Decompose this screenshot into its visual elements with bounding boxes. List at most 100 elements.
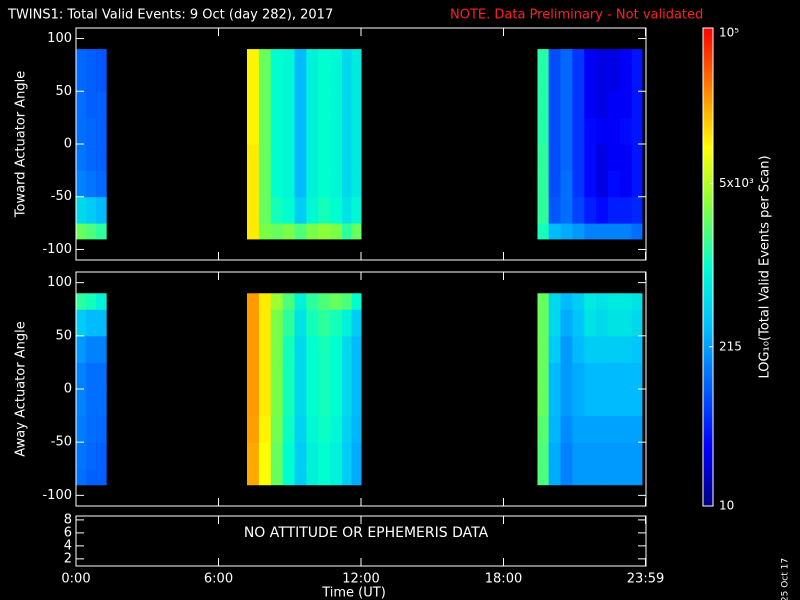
heatmap-cell xyxy=(537,468,550,486)
heatmap-cell xyxy=(85,335,97,363)
heatmap-cell xyxy=(608,293,621,310)
heatmap-cell xyxy=(596,309,609,337)
heatmap-cell xyxy=(258,309,272,337)
heatmap-cell xyxy=(282,144,295,171)
heatmap-cell xyxy=(608,223,621,240)
heatmap-cell xyxy=(342,144,352,171)
heatmap-cell xyxy=(270,362,284,390)
heatmap-cell xyxy=(76,49,87,66)
heatmap-cell xyxy=(76,389,87,417)
heatmap-cell xyxy=(342,170,352,198)
heatmap-cell xyxy=(596,49,609,66)
heatmap-cell xyxy=(342,362,352,390)
heatmap-cell xyxy=(270,468,284,486)
heatmap-cell xyxy=(318,91,331,119)
heatmap-cell xyxy=(85,170,97,198)
heatmap-cell xyxy=(282,335,295,363)
heatmap-cell xyxy=(258,170,272,198)
colorbar-tick-label: 10 xyxy=(719,499,734,513)
heatmap-cell xyxy=(560,49,573,66)
heatmap-cell xyxy=(342,389,352,417)
heatmap-cell xyxy=(608,468,621,486)
heatmap-cell xyxy=(247,442,260,470)
heatmap-cell xyxy=(548,223,561,240)
heatmap-cell xyxy=(351,91,362,119)
heatmap-cell xyxy=(76,309,87,337)
heatmap-cell xyxy=(76,335,87,363)
heatmap-cell xyxy=(572,362,585,390)
colorbar-label: LOG₁₀(Total Valid Events per Scan) xyxy=(758,155,773,378)
heatmap-cell xyxy=(537,223,550,240)
heatmap-cell xyxy=(258,49,272,66)
heatmap-cell xyxy=(294,468,307,486)
heatmap-cell xyxy=(258,468,272,486)
heatmap-cell xyxy=(351,335,362,363)
heatmap-cell xyxy=(631,415,643,443)
heatmap-cell xyxy=(306,362,319,390)
heatmap-cell xyxy=(318,49,331,66)
heatmap-cell xyxy=(596,117,609,145)
heatmap-cell xyxy=(247,49,260,66)
heatmap-cell xyxy=(608,144,621,171)
heatmap-cell xyxy=(560,362,573,390)
heatmap-cell xyxy=(537,293,550,310)
heatmap-cell xyxy=(282,196,295,224)
heatmap-cell xyxy=(247,64,260,92)
heatmap-cell xyxy=(85,442,97,470)
heatmap-cell xyxy=(95,309,107,337)
heatmap-cell xyxy=(258,362,272,390)
heatmap-cell xyxy=(306,293,319,310)
heatmap-cell xyxy=(318,442,331,470)
heatmap-cell xyxy=(258,117,272,145)
y-tick-label: 8 xyxy=(64,512,72,527)
heatmap-cell xyxy=(572,442,585,470)
heatmap-cell xyxy=(572,117,585,145)
heatmap-cell xyxy=(76,468,87,486)
colorbar-tick-label: 215 xyxy=(719,339,742,353)
heatmap-cell xyxy=(294,144,307,171)
heatmap-cell xyxy=(318,144,331,171)
heatmap-cell xyxy=(294,309,307,337)
heatmap-cell xyxy=(294,91,307,119)
heatmap-cell xyxy=(560,117,573,145)
heatmap-cell xyxy=(351,468,362,486)
heatmap-cell xyxy=(270,117,284,145)
heatmap-cell xyxy=(584,91,597,119)
y-tick-label: 50 xyxy=(55,84,72,99)
x-tick-label: 12:00 xyxy=(342,572,379,587)
heatmap-cell xyxy=(282,293,295,310)
heatmap-cell xyxy=(608,196,621,224)
heatmap-cell xyxy=(351,64,362,92)
heatmap-cell xyxy=(560,415,573,443)
heatmap-cell xyxy=(584,144,597,171)
heatmap-cell xyxy=(619,468,633,486)
heatmap-cell xyxy=(85,91,97,119)
heatmap-cell xyxy=(351,196,362,224)
heatmap-cell xyxy=(270,64,284,92)
heatmap-cell xyxy=(619,389,633,417)
heatmap-cell xyxy=(537,389,550,417)
heatmap-cell xyxy=(351,144,362,171)
heatmap-cell xyxy=(619,64,633,92)
heatmap-cell xyxy=(330,309,343,337)
heatmap-cell xyxy=(584,309,597,337)
heatmap-cell xyxy=(330,49,343,66)
heatmap-cell xyxy=(631,335,643,363)
heatmap-cell xyxy=(85,389,97,417)
heatmap-cell xyxy=(596,468,609,486)
heatmap-cell xyxy=(537,442,550,470)
heatmap-cell xyxy=(258,389,272,417)
heatmap-cell xyxy=(294,335,307,363)
heatmap-cell xyxy=(572,170,585,198)
heatmap-cell xyxy=(318,468,331,486)
heatmap-cell xyxy=(342,335,352,363)
heatmap-cell xyxy=(247,415,260,443)
heatmap-cell xyxy=(306,468,319,486)
heatmap-cell xyxy=(330,196,343,224)
heatmap-cell xyxy=(631,362,643,390)
heatmap-cell xyxy=(76,223,87,240)
heatmap-cell xyxy=(330,223,343,240)
heatmap-cell xyxy=(342,91,352,119)
heatmap-cell xyxy=(282,309,295,337)
heatmap-cell xyxy=(560,293,573,310)
